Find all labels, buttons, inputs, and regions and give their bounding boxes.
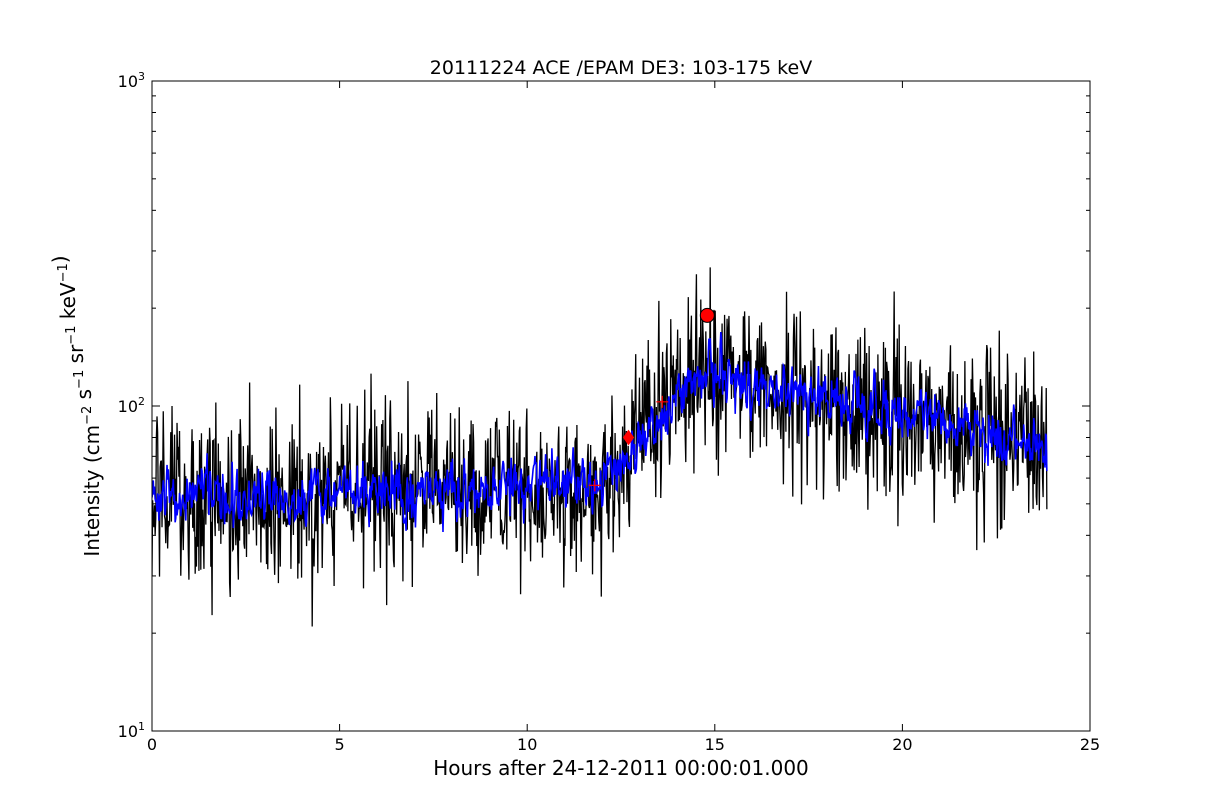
x-tick-label: 25 — [1080, 735, 1100, 754]
y-tick-label: 103 — [118, 70, 145, 91]
marker-plus — [588, 479, 601, 492]
marker-circle — [699, 307, 715, 323]
y-tick-label: 102 — [118, 395, 145, 416]
marker-diamond — [622, 429, 635, 446]
series-smoothed-line — [152, 331, 1048, 533]
y-tick-label: 101 — [118, 720, 145, 741]
x-axis: 0 5 10 15 20 25 — [147, 81, 1100, 754]
x-tick-label: 0 — [147, 735, 157, 754]
marker-layer — [588, 307, 715, 492]
x-tick-label: 5 — [335, 735, 345, 754]
y-axis: 101 102 103 — [118, 70, 1090, 741]
chart-title: 20111224 ACE /EPAM DE3: 103-175 keV — [430, 57, 812, 79]
marker-plus — [656, 395, 669, 408]
y-axis-label: Intensity (cm−2 s−1 sr−1 keV−1) — [48, 255, 104, 556]
x-tick-label: 20 — [892, 735, 912, 754]
x-axis-label: Hours after 24-12-2011 00:00:01.000 — [433, 756, 809, 780]
series-layer — [152, 267, 1048, 627]
x-tick-label: 15 — [705, 735, 725, 754]
x-tick-label: 10 — [517, 735, 537, 754]
